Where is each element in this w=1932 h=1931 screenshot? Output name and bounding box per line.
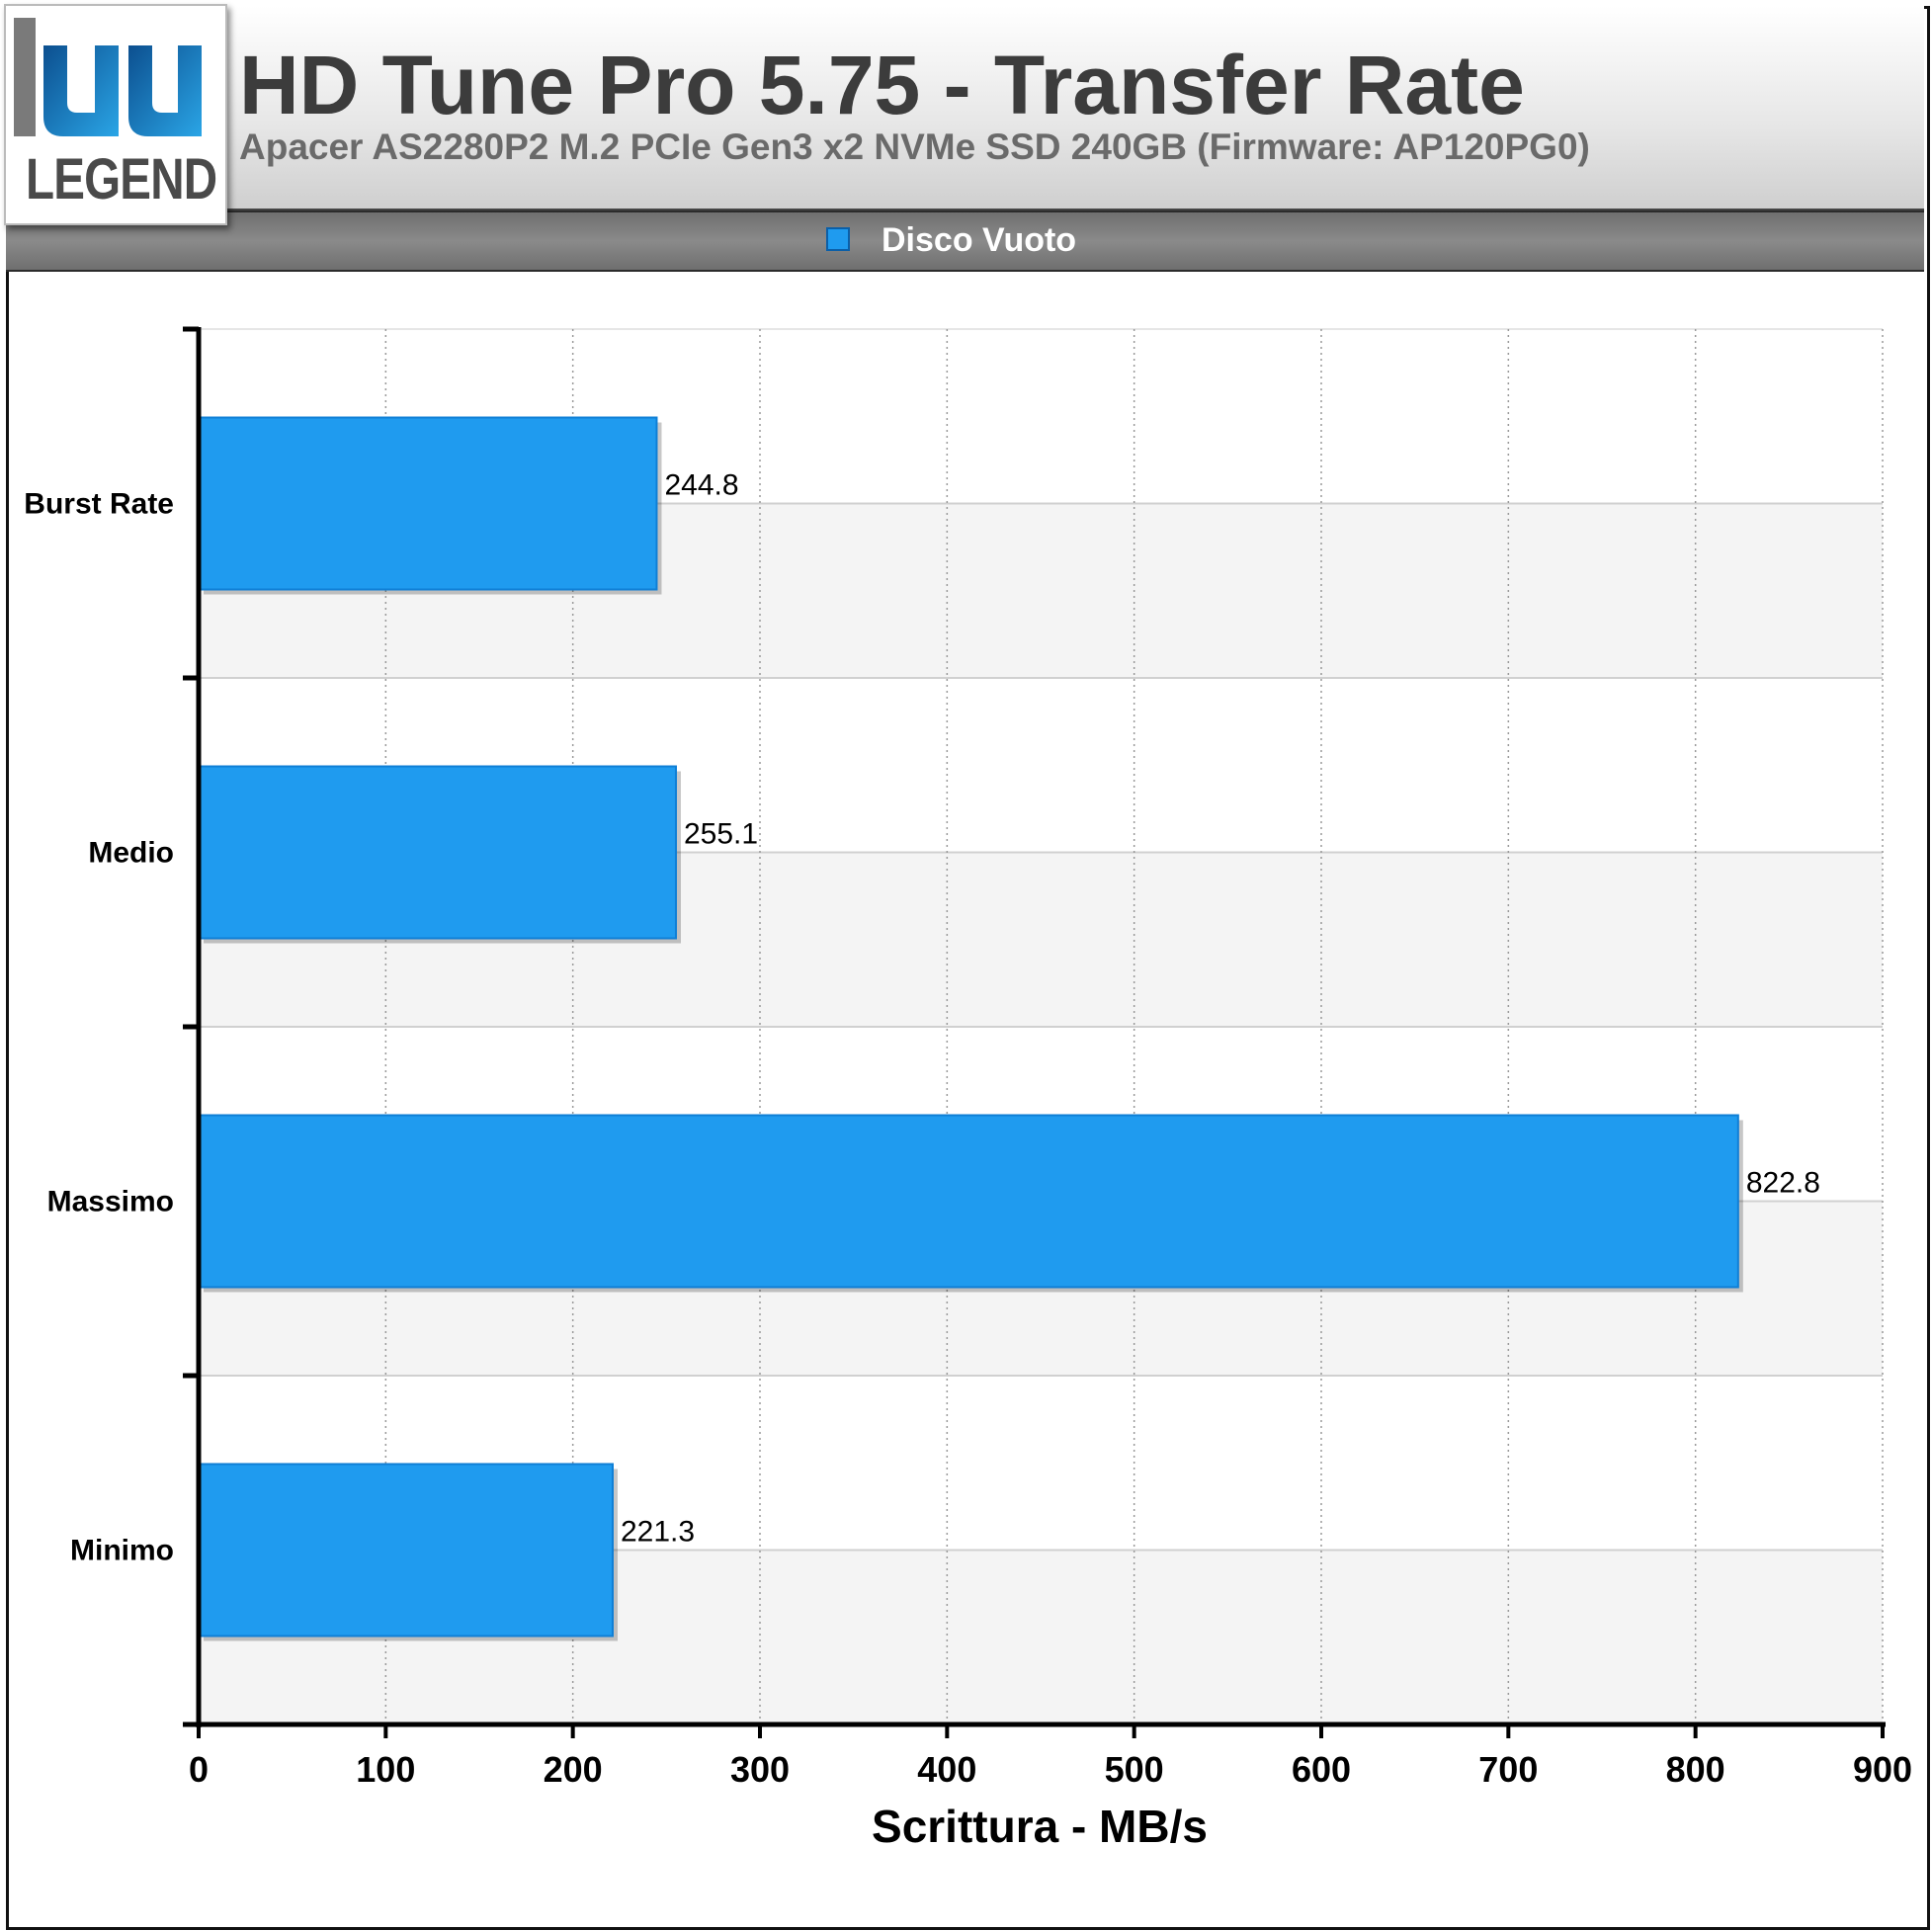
x-tick-label: 600 bbox=[1292, 1749, 1351, 1790]
bar bbox=[198, 416, 658, 591]
data-label: 822.8 bbox=[1746, 1167, 1820, 1200]
x-tick-label: 200 bbox=[544, 1749, 603, 1790]
category-label: Massimo bbox=[47, 1186, 174, 1218]
chart-labels: 244.8 Burst Rate 255.1 Medio 822.8 Massimo 221… bbox=[24, 469, 1912, 1791]
chart-header bbox=[6, 6, 1924, 210]
data-label: 221.3 bbox=[621, 1516, 695, 1549]
category-label: Medio bbox=[88, 837, 174, 870]
category-label: Minimo bbox=[70, 1535, 174, 1567]
x-tick-label: 400 bbox=[917, 1749, 976, 1790]
bars bbox=[198, 416, 1743, 1641]
bar bbox=[198, 1114, 1739, 1289]
legend-label: Disco Vuoto bbox=[882, 221, 1077, 259]
legend-swatch bbox=[826, 227, 850, 251]
x-tick-label: 100 bbox=[356, 1749, 415, 1790]
x-tick-label: 800 bbox=[1666, 1749, 1725, 1790]
legend-bar bbox=[6, 210, 1924, 272]
logo: LEGEND bbox=[4, 4, 227, 225]
chart-title: HD Tune Pro 5.75 - Transfer Rate bbox=[239, 39, 1525, 131]
x-tick-label: 300 bbox=[730, 1749, 790, 1790]
axes bbox=[183, 326, 1886, 1738]
x-axis-label: Scrittura - MB/s bbox=[872, 1801, 1208, 1852]
bar bbox=[198, 1463, 614, 1637]
data-label: 244.8 bbox=[664, 469, 738, 502]
data-label: 255.1 bbox=[684, 818, 758, 851]
category-label: Burst Rate bbox=[24, 488, 174, 521]
x-tick-label: 0 bbox=[189, 1749, 209, 1790]
chart-subtitle: Apacer AS2280P2 M.2 PCIe Gen3 x2 NVMe SS… bbox=[239, 126, 1590, 167]
x-tick-label: 700 bbox=[1478, 1749, 1538, 1790]
logo-mark bbox=[14, 18, 202, 136]
x-tick-label: 500 bbox=[1105, 1749, 1164, 1790]
x-tick-label: 900 bbox=[1853, 1749, 1912, 1790]
logo-text: LEGEND bbox=[25, 147, 217, 211]
bar bbox=[198, 765, 677, 940]
